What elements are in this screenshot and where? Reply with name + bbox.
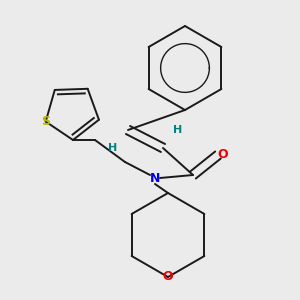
Text: O: O	[218, 148, 228, 161]
Text: S: S	[41, 115, 50, 128]
Text: O: O	[163, 271, 173, 284]
Text: N: N	[150, 172, 160, 184]
Text: H: H	[173, 125, 183, 135]
Text: H: H	[108, 143, 118, 153]
